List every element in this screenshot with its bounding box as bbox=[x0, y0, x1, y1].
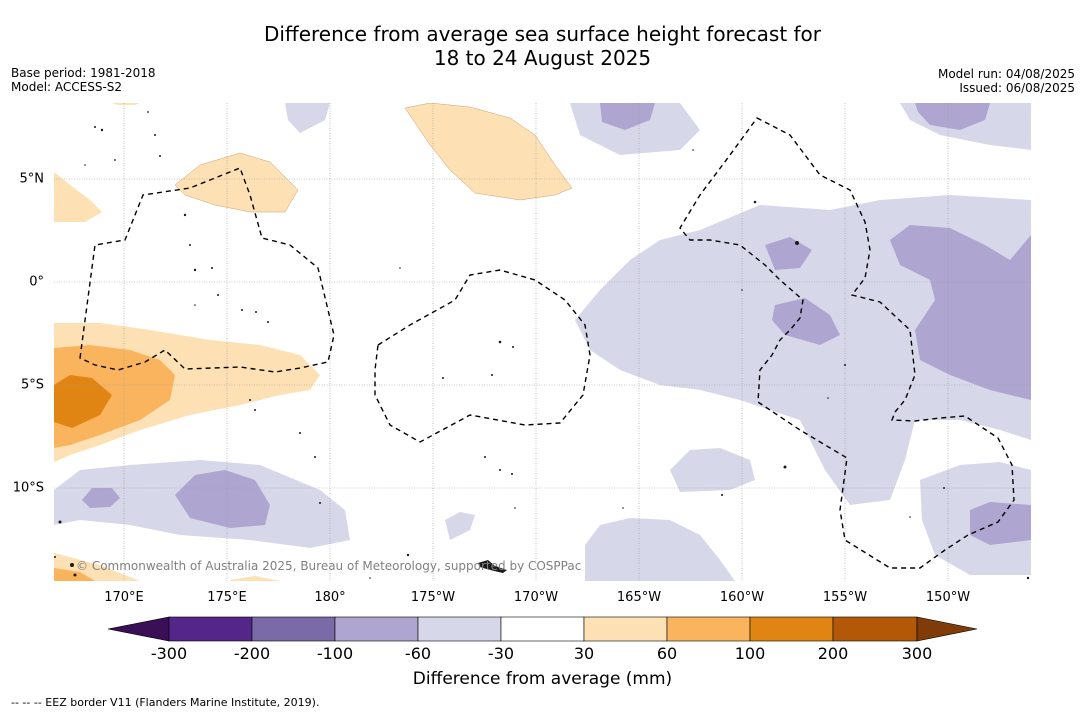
colorbar-tick: -100 bbox=[316, 644, 354, 663]
colorbar-bin-7 bbox=[666, 616, 751, 642]
lat-label-0: 0° bbox=[29, 274, 44, 290]
lat-label-5n: 5°N bbox=[19, 171, 45, 187]
colorbar-tick: 100 bbox=[734, 644, 766, 663]
positive-contours bbox=[174, 103, 573, 213]
lon-label-175w: 175°W bbox=[410, 590, 456, 605]
title-line-1: Difference from average sea surface heig… bbox=[263, 22, 822, 46]
base-period: Base period: 1981-2018 bbox=[11, 66, 156, 80]
lon-label-160w: 160°W bbox=[719, 590, 765, 605]
colorbar-bin-5 bbox=[500, 616, 585, 642]
lon-label-150w: 150°W bbox=[925, 590, 971, 605]
colorbar bbox=[107, 616, 978, 642]
lon-label-175e: 175°E bbox=[207, 590, 247, 605]
copyright-notice: © Commonwealth of Australia 2025, Bureau… bbox=[76, 559, 582, 573]
issued-date: Issued: 06/08/2025 bbox=[959, 81, 1075, 95]
lon-label-155w: 155°W bbox=[822, 590, 868, 605]
colorbar-tick: 200 bbox=[817, 644, 849, 663]
colorbar-tick: 300 bbox=[901, 644, 933, 663]
negative-anomaly-medium bbox=[82, 103, 1031, 545]
eez-borders bbox=[79, 117, 1015, 569]
lat-label-5s: 5°S bbox=[20, 377, 44, 393]
colorbar-bin-4 bbox=[417, 616, 502, 642]
colorbar-bin-2 bbox=[251, 616, 336, 642]
colorbar-extend-low bbox=[107, 616, 170, 642]
colorbar-tick: -200 bbox=[233, 644, 271, 663]
colorbar-bin-6 bbox=[583, 616, 668, 642]
colorbar-tick: 30 bbox=[573, 644, 595, 663]
colorbar-label: Difference from average (mm) bbox=[412, 669, 673, 689]
colorbar-tick: -300 bbox=[150, 644, 188, 663]
lon-label-165w: 165°W bbox=[616, 590, 662, 605]
meta-right: Model run: 04/08/2025 Issued: 06/08/2025 bbox=[938, 67, 1075, 95]
islands bbox=[54, 111, 1030, 580]
positive-anomaly-strong bbox=[54, 375, 112, 428]
eez-legend-note: -- -- -- EEZ border V11 (Flanders Marine… bbox=[11, 696, 320, 709]
model-run: Model run: 04/08/2025 bbox=[937, 67, 1075, 81]
colorbar-tick: -30 bbox=[487, 644, 515, 663]
map-title: Difference from average sea surface heig… bbox=[0, 22, 1085, 70]
meta-left: Base period: 1981-2018 Model: ACCESS-S2 bbox=[11, 66, 156, 94]
lat-label-10s: 10°S bbox=[12, 480, 44, 496]
title-line-2: 18 to 24 August 2025 bbox=[433, 46, 652, 70]
model-name: Model: ACCESS-S2 bbox=[11, 80, 123, 94]
lon-label-170w: 170°W bbox=[513, 590, 559, 605]
lon-label-180: 180° bbox=[314, 590, 346, 605]
colorbar-bin-8 bbox=[749, 616, 834, 642]
colorbar-extend-high bbox=[916, 616, 978, 642]
map-area bbox=[54, 103, 1031, 581]
colorbar-bin-3 bbox=[334, 616, 419, 642]
gridlines bbox=[54, 103, 1031, 581]
colorbar-bin-9 bbox=[832, 616, 918, 642]
colorbar-tick: -60 bbox=[404, 644, 432, 663]
colorbar-tick: 60 bbox=[656, 644, 678, 663]
lon-label-170e: 170°E bbox=[104, 590, 144, 605]
colorbar-bin-1 bbox=[168, 616, 253, 642]
